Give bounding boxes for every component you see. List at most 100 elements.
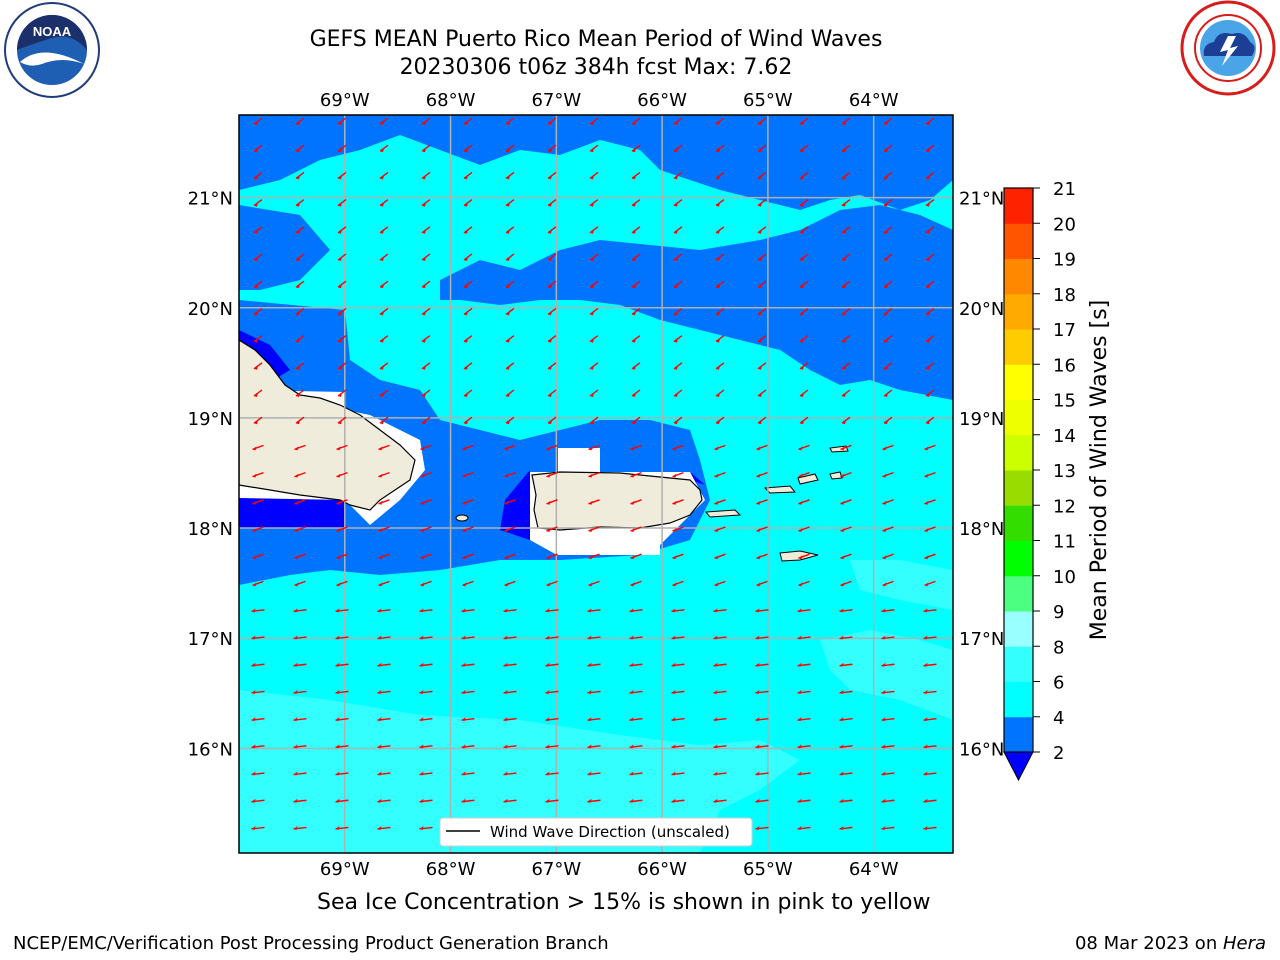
wind-arrow-icon — [463, 362, 473, 370]
colorbar-tick-label: 20 — [1053, 214, 1076, 235]
wind-arrow-icon — [713, 689, 727, 694]
wind-arrow-icon — [799, 117, 809, 125]
wind-arrow-icon — [337, 416, 347, 425]
colorbar-segment — [1004, 716, 1033, 753]
wind-arrow-icon — [882, 471, 894, 478]
wind-arrow-icon — [336, 471, 348, 478]
wind-arrow-icon — [293, 771, 307, 776]
wind-arrow-icon — [336, 580, 348, 587]
wind-arrow-icon — [587, 608, 601, 613]
wind-arrow-icon — [461, 717, 475, 722]
wind-arrow-icon — [421, 199, 431, 207]
wind-arrow-icon — [631, 362, 641, 370]
wind-arrow-icon — [545, 744, 559, 749]
wind-arrow-icon — [419, 608, 433, 613]
wind-arrow-icon — [504, 444, 516, 451]
wind-arrow-icon — [589, 335, 599, 343]
wind-arrow-icon — [799, 362, 809, 370]
lat-tick-label: 17°N — [188, 629, 233, 650]
wind-arrow-icon — [923, 635, 937, 640]
wind-arrow-icon — [295, 335, 305, 343]
wind-arrow-icon — [713, 635, 727, 640]
wind-arrow-icon — [672, 444, 684, 451]
wind-arrow-icon — [839, 717, 853, 722]
wind-arrow-icon — [547, 362, 557, 370]
wind-arrow-icon — [839, 744, 853, 749]
wind-arrow-icon — [925, 416, 935, 425]
wind-arrow-icon — [505, 307, 515, 316]
wind-arrow-icon — [756, 580, 768, 587]
wind-arrow-icon — [337, 253, 347, 261]
wind-arrow-icon — [924, 471, 936, 478]
wind-arrow-icon — [294, 471, 306, 478]
wind-arrow-icon — [841, 335, 851, 343]
wind-arrow-icon — [505, 253, 515, 261]
wind-arrow-icon — [799, 226, 809, 234]
wind-arrow-icon — [293, 689, 307, 694]
wind-arrow-icon — [629, 717, 643, 722]
wind-arrow-icon — [295, 253, 305, 261]
wind-arrow-icon — [883, 226, 893, 234]
wind-arrow-icon — [631, 171, 641, 180]
wind-arrow-icon — [715, 253, 725, 261]
lon-tick-label: 65°W — [743, 859, 793, 880]
wind-arrow-icon — [419, 744, 433, 749]
wind-arrow-icon — [379, 226, 389, 234]
wind-arrow-icon — [335, 798, 349, 803]
wind-arrow-icon — [545, 771, 559, 776]
wind-arrow-icon — [673, 335, 683, 343]
wind-arrow-icon — [672, 471, 684, 478]
wind-arrow-icon — [756, 471, 768, 478]
wind-arrow-icon — [335, 689, 349, 694]
wind-arrow-icon — [715, 389, 725, 397]
wind-arrow-icon — [504, 471, 516, 478]
wind-arrow-icon — [924, 553, 936, 560]
wind-arrow-icon — [589, 144, 599, 153]
wind-arrow-icon — [461, 608, 475, 613]
wind-arrow-icon — [630, 499, 642, 505]
wind-arrow-icon — [587, 771, 601, 776]
wind-arrow-icon — [547, 144, 557, 153]
wind-arrow-icon — [839, 825, 853, 830]
colorbar-segment — [1004, 293, 1033, 330]
wind-arrow-icon — [293, 662, 307, 667]
wind-arrow-icon — [545, 689, 559, 694]
wind-arrow-icon — [589, 389, 599, 397]
wind-arrow-icon — [713, 798, 727, 803]
wind-arrow-icon — [629, 798, 643, 803]
wind-arrow-icon — [881, 825, 895, 830]
colorbar-tick-label: 14 — [1053, 426, 1076, 447]
wind-arrow-icon — [881, 689, 895, 694]
wind-arrow-icon — [547, 307, 557, 316]
wind-arrow-icon — [925, 226, 935, 234]
wind-arrow-icon — [337, 389, 347, 397]
wind-arrow-icon — [295, 117, 305, 125]
wind-arrow-icon — [546, 580, 558, 587]
field-light-band — [820, 630, 953, 720]
wind-arrow-icon — [671, 771, 685, 776]
wind-arrow-icon — [673, 226, 683, 234]
chart-subtitle: 20230306 t06z 384h fcst Max: 7.62 — [399, 55, 793, 80]
colorbar-tick-label: 21 — [1053, 179, 1076, 200]
wind-arrow-icon — [755, 717, 769, 722]
wind-arrow-icon — [882, 580, 894, 587]
wind-arrow-icon — [463, 199, 473, 207]
wind-arrow-icon — [631, 389, 641, 397]
wind-arrow-icon — [799, 307, 809, 316]
wind-arrow-icon — [923, 744, 937, 749]
wind-arrow-icon — [757, 416, 767, 425]
wind-arrow-icon — [504, 580, 516, 587]
wind-arrow-icon — [713, 717, 727, 722]
wind-arrow-icon — [337, 226, 347, 234]
land-virgin-islands — [829, 471, 843, 480]
wind-arrow-icon — [629, 608, 643, 613]
wind-arrow-icon — [673, 416, 683, 425]
wind-arrow-icon — [589, 362, 599, 370]
wind-arrow-icon — [336, 553, 348, 560]
wind-arrow-icon — [715, 117, 725, 125]
wind-arrow-icon — [251, 771, 265, 776]
nws-logo-icon — [1180, 0, 1276, 96]
wind-arrow-icon — [547, 335, 557, 343]
wind-arrow-icon — [797, 662, 811, 667]
